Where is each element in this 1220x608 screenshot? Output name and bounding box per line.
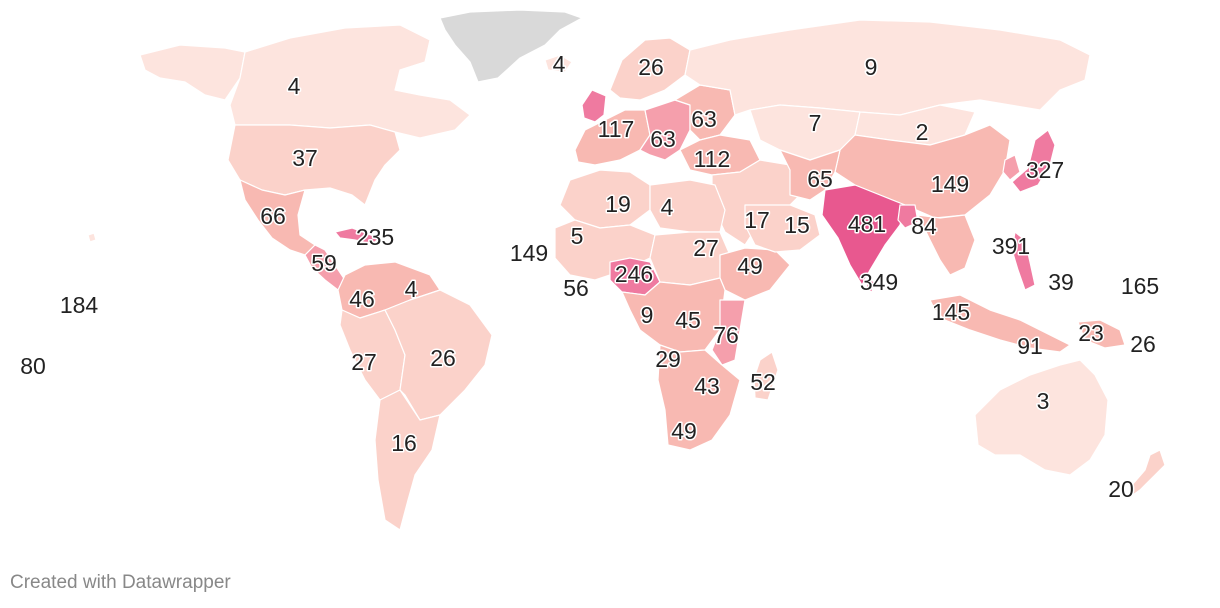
land-layer [87,9,1166,531]
value-label-china: 149 [931,171,969,197]
country-indonesia[interactable] [929,294,1071,353]
value-label-madagascar: 52 [750,369,776,395]
value-label-japan: 327 [1026,157,1064,183]
value-label-india: 481 [848,211,886,237]
country-new-zealand[interactable] [1129,449,1166,498]
value-label-png: 23 [1078,320,1104,346]
value-label-angola: 29 [655,346,681,372]
country-russia[interactable] [684,19,1091,116]
value-label-nigeria: 246 [615,261,653,287]
country-japan[interactable] [1011,129,1056,193]
country-southern-africa[interactable] [657,344,741,451]
country-madagascar[interactable] [753,351,779,401]
value-label-drc: 45 [675,307,701,333]
value-label-australia: 3 [1037,388,1050,414]
country-arabia[interactable] [744,204,821,253]
value-label-malawi: 76 [713,322,739,348]
value-label-mali: 5 [571,223,584,249]
country-bangladesh[interactable] [897,204,919,229]
value-label-russia: 9 [865,54,878,80]
value-label-saudi: 17 [744,207,770,233]
value-label-iceland: 4 [553,51,566,77]
value-label-marshall: 165 [1121,273,1159,299]
value-label-indonesia-west: 145 [932,299,970,325]
value-label-western-europe: 117 [598,116,635,142]
value-label-central-europe: 63 [650,126,676,152]
value-label-usa: 37 [292,145,318,171]
value-label-cabo-verde: 149 [510,240,548,266]
value-label-south-africa: 49 [671,418,697,444]
value-label-mozambique: 43 [694,373,720,399]
value-label-caribbean: 235 [356,224,394,250]
value-label-pacific-west: 80 [20,353,46,379]
value-label-kazakhstan: 7 [809,110,822,136]
value-label-brazil: 26 [430,345,456,371]
country-sri-lanka[interactable] [865,277,875,293]
value-label-mexico: 66 [260,203,286,229]
value-label-scandinavia: 26 [638,54,664,80]
country-brazil[interactable] [384,289,493,421]
value-label-oman: 15 [784,212,810,238]
value-label-eastern-europe: 63 [691,106,717,132]
value-label-timor: 91 [1017,333,1043,359]
country-se-asia[interactable] [917,214,976,276]
country-india[interactable] [821,184,906,286]
country-greenland[interactable] [439,9,583,83]
country-east-africa[interactable] [711,299,746,366]
value-label-libya: 4 [661,194,674,220]
value-label-philippines: 391 [992,233,1030,259]
value-label-turkey: 112 [694,146,731,172]
value-label-ghana: 56 [563,275,589,301]
value-label-solomon: 26 [1130,331,1156,357]
country-philippines[interactable] [1011,231,1036,291]
country-australia[interactable] [974,359,1109,476]
value-label-sudan: 27 [693,235,719,261]
country-caribbean[interactable] [334,227,381,245]
country-argentina[interactable] [374,389,441,531]
country-hawaii[interactable] [87,232,97,243]
value-label-bangladesh: 84 [911,213,937,239]
credit-text[interactable]: Created with Datawrapper [10,572,231,593]
value-label-sri-lanka: 349 [860,269,898,295]
value-label-central-america: 59 [311,250,337,276]
country-korea[interactable] [1002,154,1021,181]
value-label-gabon: 9 [641,302,654,328]
value-label-hawaii: 184 [60,292,99,318]
country-png[interactable] [1077,319,1126,349]
country-canada[interactable] [229,24,471,139]
country-north-africa-west[interactable] [559,169,651,229]
country-iceland[interactable] [544,54,573,73]
country-uk[interactable] [581,89,607,123]
value-label-micronesia: 39 [1048,269,1074,295]
value-label-new-zealand: 20 [1108,476,1134,502]
value-label-morocco: 19 [605,191,631,217]
value-label-colombia: 46 [349,286,375,312]
value-label-ethiopia: 49 [737,253,763,279]
value-label-afghanistan: 65 [807,166,833,192]
value-label-argentina: 16 [391,430,417,456]
value-label-guyana: 4 [405,276,418,302]
value-label-peru: 27 [351,349,377,375]
country-alaska[interactable] [139,44,246,101]
value-label-mongolia: 2 [916,119,929,145]
value-label-canada: 4 [288,73,301,99]
